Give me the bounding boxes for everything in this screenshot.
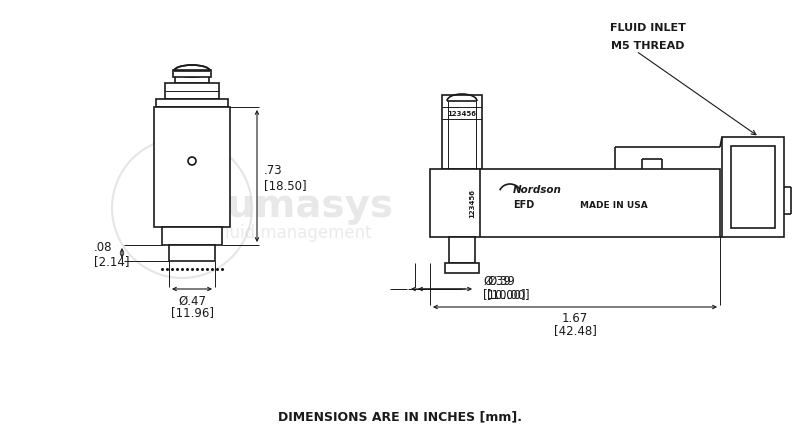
Text: 123456: 123456 xyxy=(469,189,475,218)
Bar xyxy=(162,227,222,246)
Text: Ø.47: Ø.47 xyxy=(178,294,206,307)
Bar xyxy=(165,84,219,100)
Bar xyxy=(173,71,211,78)
Bar xyxy=(445,264,479,273)
Text: M5 THREAD: M5 THREAD xyxy=(611,41,685,51)
Bar xyxy=(731,147,775,228)
Text: Ø.39: Ø.39 xyxy=(487,274,515,287)
Text: fluid management: fluid management xyxy=(218,224,371,241)
Text: 123456: 123456 xyxy=(447,111,477,117)
Text: EFD: EFD xyxy=(513,200,534,209)
Text: [2.14]: [2.14] xyxy=(94,255,130,268)
Text: [18.50]: [18.50] xyxy=(264,179,306,192)
Bar xyxy=(442,96,482,169)
Text: .73: .73 xyxy=(264,163,282,176)
Bar xyxy=(722,138,784,237)
Bar xyxy=(169,246,215,261)
Text: Nordson: Nordson xyxy=(513,184,562,194)
Bar xyxy=(175,72,209,84)
Text: flumasys: flumasys xyxy=(197,187,393,224)
Bar xyxy=(154,108,230,227)
Text: 1.67: 1.67 xyxy=(562,312,588,325)
Text: [42.48]: [42.48] xyxy=(554,324,597,337)
Bar xyxy=(449,237,475,264)
Bar xyxy=(430,169,720,237)
Text: .08: .08 xyxy=(94,241,113,254)
Ellipse shape xyxy=(174,66,210,78)
Text: [10.00]: [10.00] xyxy=(483,288,526,301)
Text: DIMENSIONS ARE IN INCHES [mm].: DIMENSIONS ARE IN INCHES [mm]. xyxy=(278,409,522,423)
Text: Ø.39: Ø.39 xyxy=(483,274,511,287)
Text: [10.00]: [10.00] xyxy=(487,288,530,301)
Bar xyxy=(156,100,228,108)
Text: MADE IN USA: MADE IN USA xyxy=(580,200,648,209)
Text: FLUID INLET: FLUID INLET xyxy=(610,23,686,33)
Text: [11.96]: [11.96] xyxy=(170,306,214,319)
Circle shape xyxy=(188,158,196,166)
